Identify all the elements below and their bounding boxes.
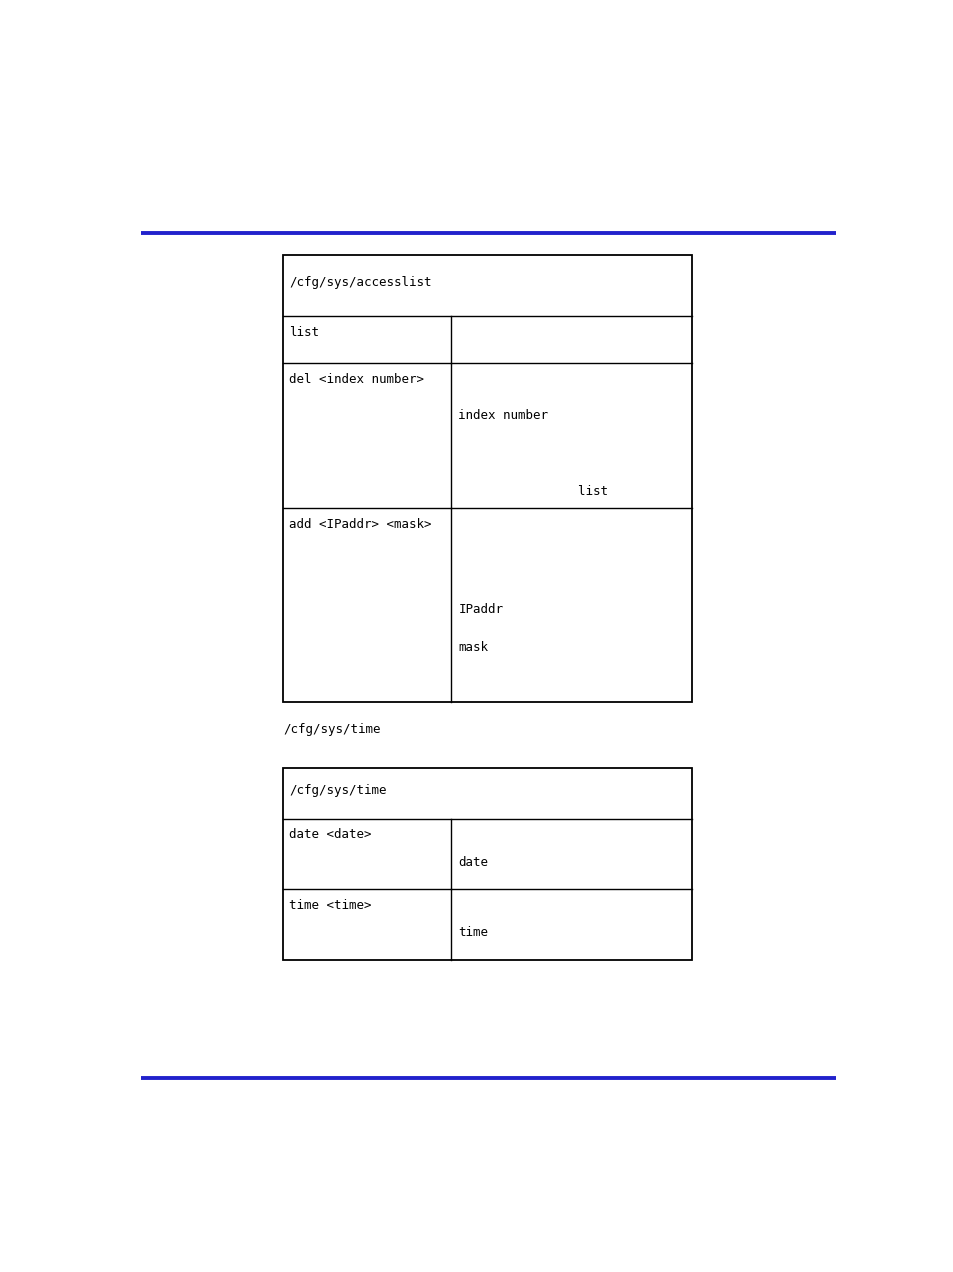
Text: /cfg/sys/accesslist: /cfg/sys/accesslist [289,276,432,289]
Text: time <time>: time <time> [289,899,372,912]
Text: /cfg/sys/time: /cfg/sys/time [289,784,386,798]
Text: IPaddr

mask: IPaddr mask [458,603,503,654]
Text: time: time [458,926,488,940]
Text: date: date [458,856,488,869]
Text: del <index number>: del <index number> [289,373,424,385]
Text: /cfg/sys/time: /cfg/sys/time [283,722,380,735]
Text: date <date>: date <date> [289,828,372,842]
Text: index number



                list: index number list [458,408,608,497]
Text: list: list [289,326,319,340]
Text: add <IPaddr> <mask>: add <IPaddr> <mask> [289,518,432,530]
Bar [283,256,692,702]
Bar [283,768,692,959]
